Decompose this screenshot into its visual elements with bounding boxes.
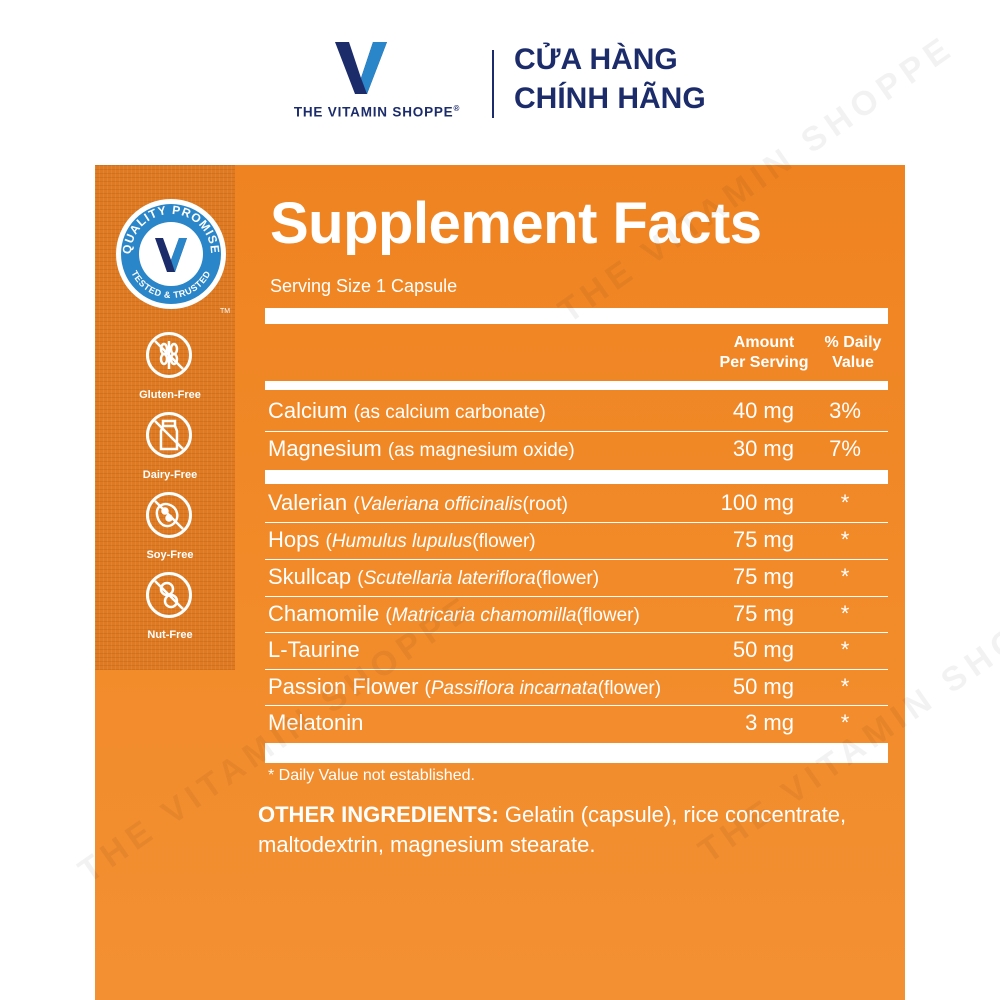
nutrient-daily-value: * <box>840 490 850 515</box>
thick-rule <box>265 308 888 324</box>
nutrient-amount: 30 mg <box>732 436 794 461</box>
row-divider <box>265 596 888 597</box>
trademark-mark: TM <box>220 308 231 315</box>
amount-column-header: Amount Per Serving <box>719 334 809 371</box>
peanut-icon <box>146 572 192 618</box>
nutrient-amount: 100 mg <box>720 490 794 515</box>
row-divider <box>265 431 888 432</box>
nutrient-row: Chamomile (Matricaria chamomilla(flower)… <box>268 596 884 632</box>
allergen-label: Dairy-Free <box>142 469 198 481</box>
nutrient-amount: 50 mg <box>732 637 794 662</box>
daily-value-footnote: * Daily Value not established. <box>268 767 475 784</box>
serving-size: Serving Size 1 Capsule <box>270 276 458 296</box>
row-divider <box>265 522 888 523</box>
allergen-label: Gluten-Free <box>139 389 201 401</box>
nutrient-row: Melatonin 3 mg * <box>268 705 884 741</box>
nutrient-name: Skullcap (Scutellaria lateriflora(flower… <box>268 564 600 589</box>
nutrient-daily-value: * <box>840 527 850 552</box>
nutrient-daily-value: 3% <box>829 398 861 423</box>
nutrient-row: Passion Flower (Passiflora incarnata(flo… <box>268 669 884 705</box>
medium-rule <box>265 381 888 390</box>
header-divider <box>492 50 494 118</box>
nutrient-amount: 3 mg <box>745 710 794 735</box>
nutrient-name: Magnesium (as magnesium oxide) <box>268 436 575 461</box>
vitamin-shoppe-v-icon <box>155 238 187 272</box>
allergen-label: Soy-Free <box>146 549 194 561</box>
nutrient-name: Passion Flower (Passiflora incarnata(flo… <box>268 674 662 699</box>
other-ingredients-label: OTHER INGREDIENTS: <box>258 802 499 827</box>
nutrient-amount: 40 mg <box>732 398 794 423</box>
nutrient-amount: 75 mg <box>732 527 794 552</box>
nutrient-name: Chamomile (Matricaria chamomilla(flower) <box>268 601 640 626</box>
nutrient-row: Calcium (as calcium carbonate) 40 mg 3% <box>268 393 884 429</box>
row-divider <box>265 632 888 633</box>
nutrient-row: Hops (Humulus lupulus(flower) 75 mg * <box>268 522 884 558</box>
brand-name: THE VITAMIN SHOPPE® <box>293 104 461 120</box>
nutrient-name: Hops (Humulus lupulus(flower) <box>268 527 536 552</box>
bottom-rule <box>265 743 888 763</box>
nutrient-name: Melatonin <box>268 710 364 735</box>
nutrient-amount: 75 mg <box>732 601 794 626</box>
nutrient-daily-value: * <box>840 637 850 662</box>
official-store-label: CỬA HÀNG CHÍNH HÃNG <box>514 40 706 118</box>
nutrient-row: Skullcap (Scutellaria lateriflora(flower… <box>268 559 884 595</box>
store-label-line1: CỬA HÀNG <box>514 43 678 76</box>
nutrient-daily-value: * <box>840 601 850 626</box>
nutrient-daily-value: * <box>840 564 850 589</box>
nutrient-row: L-Taurine 50 mg * <box>268 632 884 668</box>
other-ingredients: OTHER INGREDIENTS: Gelatin (capsule), ri… <box>258 800 898 860</box>
nutrient-daily-value: * <box>840 710 850 735</box>
quality-promise-badge: QUALITY PROMISE TESTED & TRUSTED <box>116 199 226 309</box>
row-divider <box>265 669 888 670</box>
nutrient-row: Valerian (Valeriana officinalis(root) 10… <box>268 485 884 521</box>
milk-bottle-icon <box>146 412 192 458</box>
allergen-label: Nut-Free <box>147 629 193 641</box>
row-divider <box>265 559 888 560</box>
facts-title: Supplement Facts <box>270 191 762 256</box>
row-divider <box>265 705 888 706</box>
daily-value-column-header: % Daily Value <box>824 334 882 371</box>
soybean-icon <box>146 492 192 538</box>
nutrient-name: Calcium (as calcium carbonate) <box>268 398 546 423</box>
wheat-crossed-icon <box>146 332 192 378</box>
medium-rule <box>265 470 888 484</box>
nutrient-amount: 50 mg <box>732 674 794 699</box>
brand-header: THE VITAMIN SHOPPE® CỬA HÀNG CHÍNH HÃNG <box>0 0 1000 150</box>
nutrient-daily-value: * <box>840 674 850 699</box>
nutrient-daily-value: 7% <box>829 436 861 461</box>
nutrient-name: L-Taurine <box>268 637 360 662</box>
store-label-line2: CHÍNH HÃNG <box>514 82 706 115</box>
nutrient-amount: 75 mg <box>732 564 794 589</box>
other-ingredients-text: Gelatin (capsule), rice concentrate, mal… <box>258 802 847 857</box>
nutrient-name: Valerian (Valeriana officinalis(root) <box>268 490 568 515</box>
vitamin-shoppe-logo-icon <box>335 42 387 94</box>
nutrient-row: Magnesium (as magnesium oxide) 30 mg 7% <box>268 431 884 467</box>
